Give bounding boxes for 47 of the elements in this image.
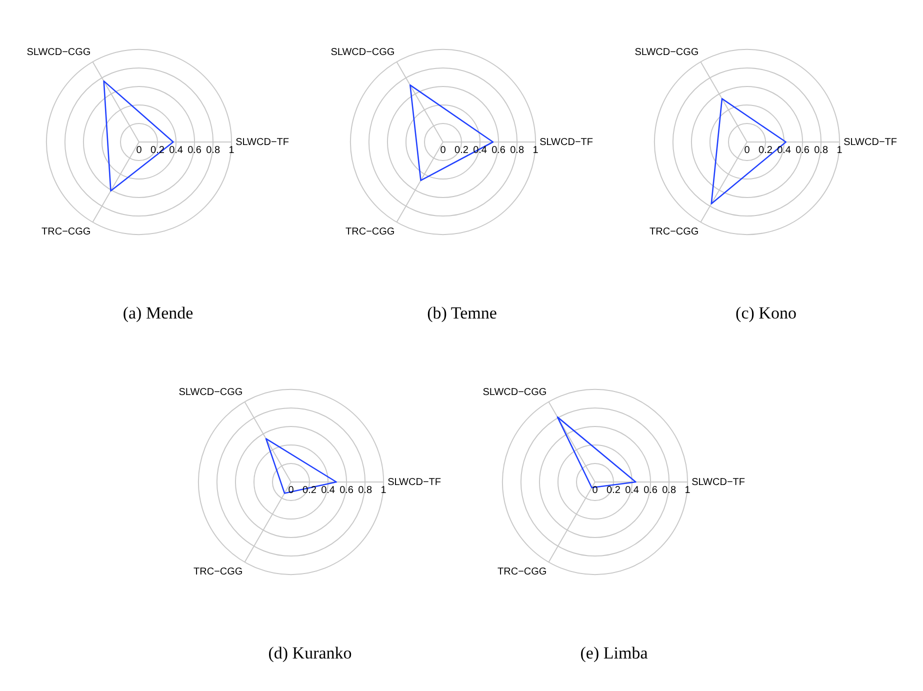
spoke-label: SLWCD−TF [691, 476, 745, 488]
y-tick-label: 0.2 [758, 144, 772, 156]
y-tick-label: 0.2 [606, 484, 620, 496]
y-tick-label: 0.8 [814, 144, 828, 156]
spoke-label: SLWCD−CGG [330, 47, 394, 58]
spoke-label: SLWCD−CGG [634, 47, 698, 58]
spoke-label: TRC−CGG [649, 226, 698, 238]
y-tick-label: 0.8 [662, 484, 676, 496]
y-tick-label: 0 [136, 144, 142, 156]
spoke-label: SLWCD−TF [235, 136, 289, 148]
y-tick-label: 0.2 [302, 484, 316, 496]
y-tick-label: 0.4 [320, 484, 335, 496]
y-tick-label: 0.6 [187, 144, 202, 156]
text: (e) Limba [580, 643, 648, 662]
spoke-label: SLWCD−TF [539, 136, 593, 148]
y-tick-label: 0 [440, 144, 446, 156]
text: (b) Temne [426, 303, 496, 322]
y-tick-label: 0.8 [358, 484, 372, 496]
y-tick-label: 0.4 [776, 144, 791, 156]
spoke-label: SLWCD−CGG [482, 387, 546, 398]
y-tick-label: 0 [592, 484, 598, 496]
y-tick-label: 0.8 [206, 144, 220, 156]
y-tick-label: 0.6 [491, 144, 506, 156]
y-tick-label: 1 [836, 144, 842, 156]
y-tick-label: 0.6 [643, 484, 658, 496]
y-tick-label: 0 [744, 144, 750, 156]
y-tick-label: 0.2 [454, 144, 468, 156]
y-tick-label: 0.8 [510, 144, 524, 156]
spoke-label: SLWCD−CGG [178, 387, 242, 398]
y-tick-label: 1 [684, 484, 690, 496]
y-tick-label: 0.4 [624, 484, 639, 496]
y-tick-label: 0.6 [795, 144, 810, 156]
text: (c) Kono [735, 303, 796, 322]
spoke-label: TRC−CGG [345, 226, 394, 238]
spoke-label: TRC−CGG [497, 566, 546, 578]
y-tick-label: 0.6 [339, 484, 354, 496]
spoke-label: SLWCD−CGG [26, 47, 90, 58]
spoke-label: SLWCD−TF [387, 476, 441, 488]
spoke-label: SLWCD−TF [843, 136, 897, 148]
y-tick-label: 0.4 [168, 144, 183, 156]
y-tick-label: 1 [380, 484, 386, 496]
text: (a) Mende [122, 303, 193, 322]
y-tick-label: 1 [532, 144, 538, 156]
spoke-label: TRC−CGG [41, 226, 90, 238]
y-tick-label: 1 [228, 144, 234, 156]
text: (d) Kuranko [268, 643, 352, 662]
spoke-label: TRC−CGG [193, 566, 242, 578]
